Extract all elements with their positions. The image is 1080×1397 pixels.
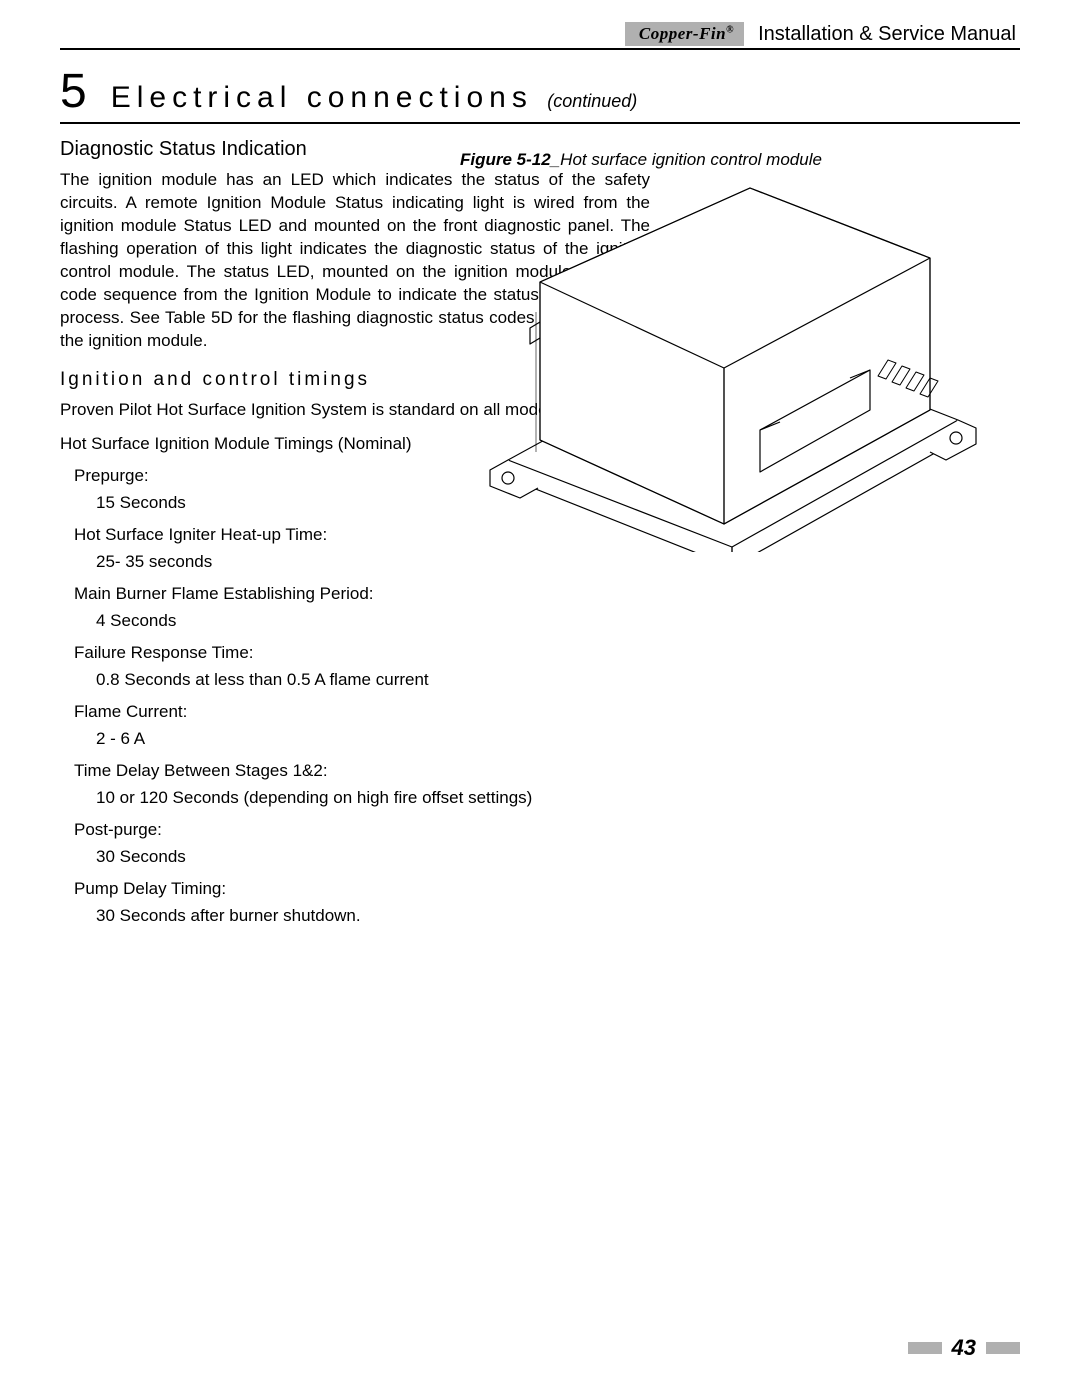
timing-label: Post-purge: bbox=[74, 817, 650, 843]
page-number: 43 bbox=[952, 1335, 976, 1361]
timing-label: Failure Response Time: bbox=[74, 640, 650, 666]
doc-title: Installation & Service Manual bbox=[758, 23, 1016, 46]
timing-value: 4 Seconds bbox=[96, 608, 650, 634]
header-bar: Copper-Fin® Installation & Service Manua… bbox=[60, 20, 1020, 50]
figure-sep: _ bbox=[551, 150, 560, 169]
figure-caption: Figure 5-12_Hot surface ignition control… bbox=[460, 150, 822, 170]
chapter-title-text: Electrical connections bbox=[111, 81, 533, 114]
figure-caption-text: Hot surface ignition control module bbox=[560, 150, 822, 169]
timing-value: 2 - 6 A bbox=[96, 726, 650, 752]
timing-label: Flame Current: bbox=[74, 699, 650, 725]
timing-value: 10 or 120 Seconds (depending on high fir… bbox=[96, 785, 650, 811]
chapter-number: 5 bbox=[60, 68, 87, 116]
chapter-heading: 5 Electrical connections (continued) bbox=[60, 68, 1020, 124]
module-illustration bbox=[460, 172, 980, 552]
chapter-title: Electrical connections (continued) bbox=[111, 81, 638, 115]
timing-value: 0.8 Seconds at less than 0.5 A flame cur… bbox=[96, 667, 650, 693]
page: Copper-Fin® Installation & Service Manua… bbox=[0, 0, 1080, 1397]
footer-decor-right bbox=[986, 1342, 1020, 1354]
body-area: Figure 5-12_Hot surface ignition control… bbox=[60, 138, 1020, 929]
brand-badge: Copper-Fin® bbox=[625, 22, 744, 46]
brand-suffix: ® bbox=[726, 24, 734, 35]
timing-value: 30 Seconds after burner shutdown. bbox=[96, 903, 650, 929]
figure-ref: Figure 5-12 bbox=[460, 150, 551, 169]
timing-label: Main Burner Flame Establishing Period: bbox=[74, 581, 650, 607]
brand-text: Copper-Fin bbox=[639, 24, 726, 43]
timing-label: Pump Delay Timing: bbox=[74, 876, 650, 902]
timing-value: 25- 35 seconds bbox=[96, 549, 650, 575]
chapter-continued: (continued) bbox=[547, 91, 637, 111]
timing-label: Time Delay Between Stages 1&2: bbox=[74, 758, 650, 784]
timing-value: 30 Seconds bbox=[96, 844, 650, 870]
footer-decor-left bbox=[908, 1342, 942, 1354]
page-footer: 43 bbox=[908, 1335, 1020, 1361]
